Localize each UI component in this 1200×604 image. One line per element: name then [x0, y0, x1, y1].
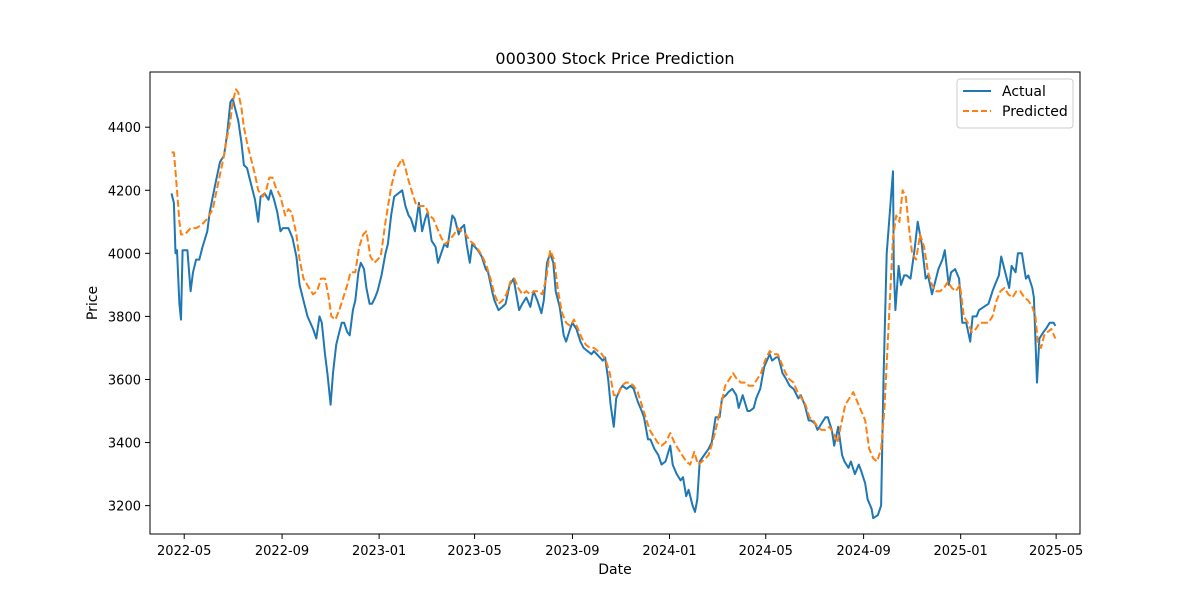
series-layer: [170, 88, 1057, 520]
x-tick-label: 2022-05: [157, 544, 211, 559]
legend: Actual Predicted: [956, 78, 1074, 129]
y-tick-label: 3200: [108, 500, 141, 515]
y-tick-label: 4000: [108, 247, 141, 262]
legend-label-predicted: Predicted: [1002, 104, 1068, 120]
y-tick-label: 4200: [108, 184, 141, 199]
x-tick-label: 2025-05: [1029, 544, 1083, 559]
x-tick-label: 2024-05: [739, 544, 793, 559]
x-tick-label: 2024-09: [836, 544, 890, 559]
x-tick-label: 2023-01: [352, 544, 406, 559]
plot-frame: [149, 71, 1081, 535]
y-tick-label: 3400: [108, 437, 141, 452]
x-axis: 2022-05 2022-09 2023-01 2023-05 2023-09 2024-…: [157, 534, 1083, 559]
series-line-predicted: [171, 88, 1057, 466]
x-tick-label: 2023-09: [545, 544, 599, 559]
y-tick-label: 4400: [108, 121, 141, 136]
plot-area: [150, 72, 1080, 534]
series-line-actual: [170, 97, 1057, 520]
legend-label-actual: Actual: [1002, 84, 1046, 100]
x-tick-label: 2024-01: [642, 544, 696, 559]
y-tick-label: 3800: [108, 310, 141, 325]
y-axis-label: Price: [85, 286, 101, 320]
x-tick-label: 2023-05: [447, 544, 501, 559]
x-tick-label: 2025-01: [934, 544, 988, 559]
y-axis: 3200 3400 3600 3800 4000 4200 4400: [108, 121, 150, 515]
chart-title: 000300 Stock Price Prediction: [495, 49, 734, 68]
x-axis-label: Date: [598, 562, 631, 578]
y-tick-label: 3600: [108, 373, 141, 388]
x-tick-label: 2022-09: [255, 544, 309, 559]
